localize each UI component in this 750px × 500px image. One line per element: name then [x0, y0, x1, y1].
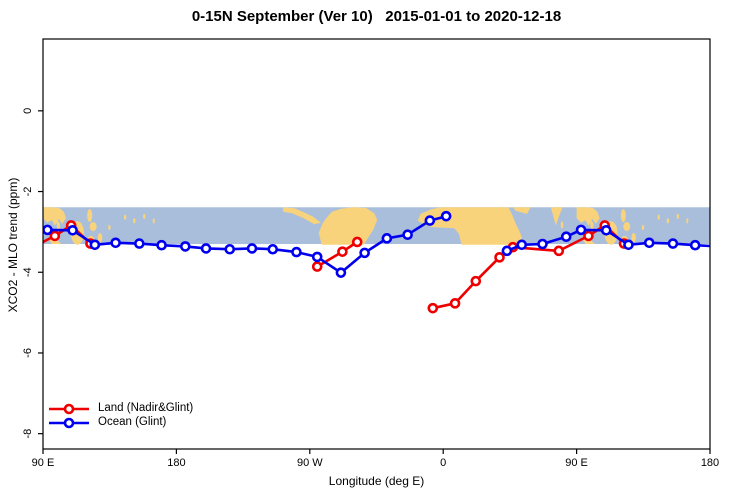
land-micronesia-dot-4	[152, 218, 155, 224]
legend-entry-land: Land (Nadir&Glint)	[48, 402, 193, 415]
data-point-marker	[402, 229, 413, 241]
y-tick-label: -4	[22, 267, 34, 277]
x-tick-label: 180	[701, 457, 719, 469]
land-central-america	[283, 207, 321, 225]
land-india-tip	[550, 207, 563, 226]
legend-land-marker-icon	[49, 403, 89, 414]
y-tick-label: 0	[22, 108, 34, 114]
legend-entry-ocean: Ocean (Glint)	[48, 416, 193, 429]
data-point-marker	[689, 239, 701, 251]
land-micronesia-dot-3	[143, 213, 146, 220]
x-tick-label: 90 E	[565, 457, 588, 469]
data-point-marker	[179, 241, 191, 252]
land-philippines-mindanao	[89, 221, 97, 232]
data-point-marker	[560, 231, 572, 243]
y-tick-label: -2	[22, 187, 34, 197]
data-point-marker	[246, 243, 258, 254]
y-tick-label: -8	[22, 429, 34, 439]
data-point-marker	[337, 246, 348, 257]
data-point-marker	[359, 247, 370, 259]
map-band-ocean	[43, 207, 710, 244]
land-micronesia-dot-4	[686, 218, 689, 224]
data-point-marker	[311, 251, 323, 263]
chart-title: 0-15N September (Ver 10) 2015-01-01 to 2…	[191, 8, 562, 25]
x-tick-label: 90 W	[297, 457, 323, 469]
data-point-marker	[643, 237, 655, 249]
data-point-marker	[600, 224, 612, 236]
data-point-marker	[110, 237, 121, 249]
land-sri-lanka-dot	[560, 221, 564, 229]
data-point-marker	[311, 261, 323, 272]
land-palau-dot	[641, 224, 645, 231]
land-maluku	[97, 232, 103, 243]
data-point-marker	[49, 230, 61, 242]
legend-land-label: Land (Nadir&Glint)	[98, 402, 194, 414]
series-1	[43, 210, 710, 278]
land-micronesia-dot-3	[676, 213, 680, 220]
data-point-marker	[553, 245, 565, 257]
data-point-marker	[501, 245, 513, 257]
y-axis-title: XCO2 - MLO trend (ppm)	[6, 177, 20, 313]
data-point-marker	[583, 230, 594, 242]
data-point-marker	[200, 243, 212, 254]
legend-ocean-label: Ocean (Glint)	[98, 416, 167, 428]
x-tick-label: 90 E	[32, 457, 55, 469]
land-philippines-mindanao	[623, 221, 631, 232]
data-point-marker	[89, 239, 101, 251]
data-point-marker	[351, 236, 363, 248]
data-point-marker	[440, 210, 452, 222]
data-point-marker	[623, 239, 634, 251]
legend: Land (Nadir&Glint) Ocean (Glint)	[48, 402, 193, 430]
data-point-marker	[381, 233, 393, 244]
data-point-marker	[494, 252, 505, 263]
data-point-marker	[427, 302, 439, 314]
data-point-marker	[134, 238, 145, 249]
data-point-marker	[224, 243, 236, 255]
land-maluku	[631, 232, 636, 243]
legend-ocean-marker-icon	[49, 417, 89, 428]
data-point-marker	[67, 224, 78, 236]
data-point-marker	[575, 224, 587, 236]
x-axis-title: Longitude (deg E)	[328, 474, 425, 488]
land-south-america	[318, 207, 378, 245]
data-point-marker	[424, 215, 436, 226]
land-micronesia-dot-1	[123, 214, 127, 220]
data-point-marker	[335, 267, 347, 278]
data-point-marker	[537, 238, 548, 250]
land-palau-dot	[108, 224, 111, 231]
data-point-marker	[43, 224, 53, 236]
land-indochina	[576, 207, 600, 226]
land-indochina	[43, 207, 66, 226]
land-philippines-luzon	[87, 209, 93, 222]
data-point-marker	[667, 238, 679, 249]
x-tick-label: 0	[440, 457, 446, 469]
data-point-marker	[267, 243, 279, 255]
land-arabia	[512, 207, 531, 214]
plot-box	[42, 38, 711, 450]
land-micronesia-dot-2	[133, 218, 136, 224]
data-point-marker	[449, 298, 461, 309]
x-tick-label: 180	[167, 457, 185, 469]
land-micronesia-dot-1	[657, 214, 660, 220]
y-tick-label: -6	[22, 348, 34, 358]
land-micronesia-dot-2	[666, 218, 670, 224]
data-point-marker	[156, 239, 167, 251]
land-philippines-luzon	[620, 209, 626, 222]
data-point-marker	[516, 239, 528, 251]
data-point-marker	[470, 275, 482, 287]
data-point-marker	[291, 246, 302, 258]
